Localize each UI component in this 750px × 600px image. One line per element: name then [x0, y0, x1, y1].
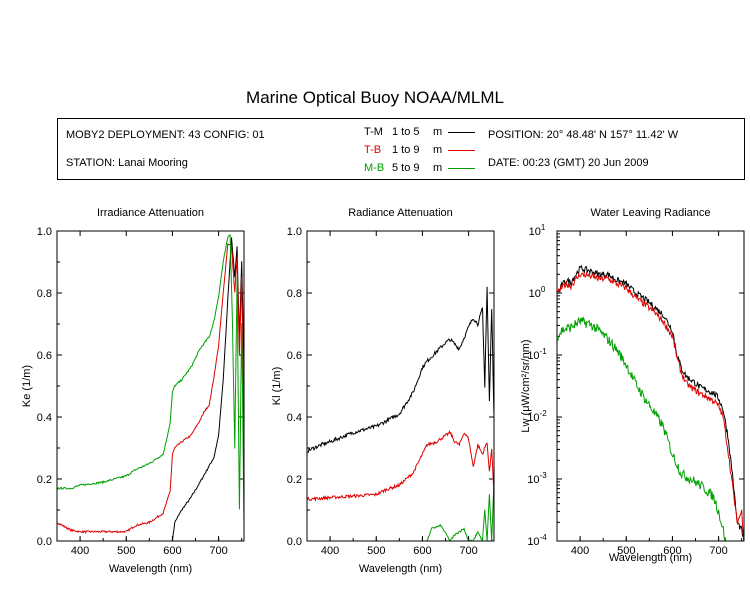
- x-tick-label: 500: [117, 545, 135, 557]
- legend-code-mb: M-B: [364, 162, 385, 174]
- legend-unit-tb: m: [433, 144, 443, 156]
- position-label: POSITION: 20° 48.48' N 157° 11.42' W: [488, 129, 679, 141]
- y-tick-label: 0.4: [287, 412, 302, 424]
- y-tick-exponent: -4: [540, 533, 548, 542]
- y-tick-label: 0.6: [37, 350, 52, 362]
- y-tick-exponent: 1: [541, 223, 546, 232]
- series-line-t-b: [307, 429, 494, 502]
- plot-frame: [306, 230, 495, 542]
- legend-swatch-tm: [448, 132, 475, 133]
- info-box: MOBY2 DEPLOYMENT: 43 CONFIG: 01 STATION:…: [57, 118, 745, 180]
- x-axis-label: Wavelength (nm): [109, 563, 192, 575]
- legend-range-tm: 1 to 5: [392, 126, 420, 138]
- y-tick-exponent: -2: [540, 409, 548, 418]
- legend-code-tb: T-B: [364, 144, 382, 156]
- plot-frame: [556, 230, 745, 542]
- y-tick-label: 0.0: [287, 536, 302, 548]
- y-tick-label: 0.0: [37, 536, 52, 548]
- y-tick-label: 0.6: [287, 350, 302, 362]
- x-tick-label: 400: [571, 545, 589, 557]
- x-tick-label: 500: [367, 545, 385, 557]
- x-tick-label: 700: [209, 545, 227, 557]
- series-line-m-b: [426, 478, 494, 541]
- legend-code-tm: T-M: [364, 126, 383, 138]
- chart-panel-1: Irradiance Attenuation 400 500 600 700 0.0 0.2…: [21, 207, 245, 575]
- x-axis-label: Wavelength (nm): [359, 563, 442, 575]
- x-tick-label: 600: [663, 545, 681, 557]
- series-line-t-b: [557, 271, 744, 541]
- x-tick-label: 700: [709, 545, 727, 557]
- y-axis-label: Ke (1/m): [21, 365, 33, 407]
- chart-title: Radiance Attenuation: [348, 207, 453, 219]
- series-line-t-m: [171, 237, 244, 541]
- x-tick-label: 600: [163, 545, 181, 557]
- station-label: STATION: Lanai Mooring: [66, 157, 188, 169]
- y-tick-label: 1.0: [287, 226, 302, 238]
- y-tick-label: 10-3: [527, 471, 547, 486]
- series-line-m-b: [557, 316, 727, 541]
- y-tick-label: 0.8: [37, 288, 52, 300]
- y-axis-label: Lw (μW/cm²/sr/nm): [520, 339, 532, 432]
- legend-unit-mb: m: [433, 162, 443, 174]
- y-tick-label: 10-4: [527, 533, 547, 548]
- x-axis-label: Wavelength (nm): [609, 552, 692, 564]
- legend-swatch-mb: [448, 168, 475, 169]
- y-tick-label: 0.4: [37, 412, 52, 424]
- y-tick-label: 0.8: [287, 288, 302, 300]
- y-tick-exponent: 0: [541, 285, 546, 294]
- series-line-t-m: [307, 286, 494, 454]
- legend-range-mb: 5 to 9: [392, 162, 420, 174]
- chart-title: Water Leaving Radiance: [590, 207, 710, 219]
- deployment-label: MOBY2 DEPLOYMENT: 43 CONFIG: 01: [66, 129, 265, 141]
- y-tick-label: 1.0: [37, 226, 52, 238]
- y-tick-label: 0.2: [37, 474, 52, 486]
- legend-unit-tm: m: [433, 126, 443, 138]
- y-axis-label: Kl (1/m): [271, 367, 283, 406]
- page-title: Marine Optical Buoy NOAA/MLML: [246, 88, 504, 107]
- legend-swatch-tb: [448, 150, 475, 151]
- y-tick-label: 100: [529, 285, 546, 300]
- y-tick-exponent: -1: [540, 347, 548, 356]
- x-tick-label: 400: [321, 545, 339, 557]
- chart-panel-2: Radiance Attenuation 400 500 600 700 0.0 0.2 0.…: [271, 207, 495, 575]
- series-line-t-b: [57, 242, 244, 534]
- plot-frame: [56, 230, 245, 542]
- y-tick-label: 101: [529, 223, 546, 238]
- y-tick-label: 0.2: [287, 474, 302, 486]
- date-label: DATE: 00:23 (GMT) 20 Jun 2009: [488, 157, 649, 169]
- x-tick-label: 400: [71, 545, 89, 557]
- x-tick-label: 500: [617, 545, 635, 557]
- chart-title: Irradiance Attenuation: [97, 207, 204, 219]
- x-tick-label: 700: [459, 545, 477, 557]
- y-tick-exponent: -3: [540, 471, 548, 480]
- x-tick-label: 600: [413, 545, 431, 557]
- legend-range-tb: 1 to 9: [392, 144, 420, 156]
- series-line-m-b: [57, 234, 244, 526]
